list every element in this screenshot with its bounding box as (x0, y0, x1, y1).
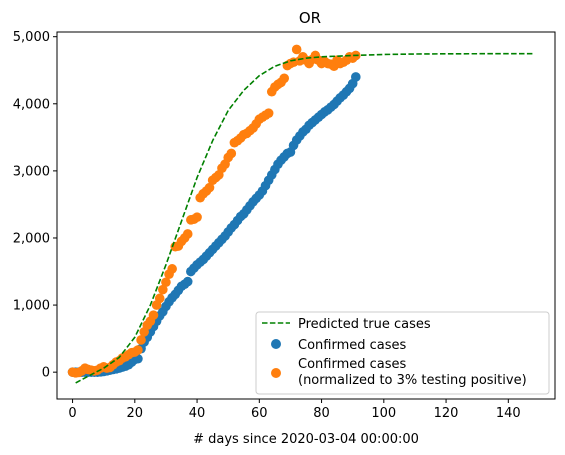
normalized-point (192, 212, 202, 222)
legend-predicted-label: Predicted true cases (298, 317, 431, 332)
normalized-point (204, 182, 215, 193)
legend: Predicted true cases Confirmed cases Con… (255, 311, 550, 395)
x-tick-label: 0 (68, 406, 76, 421)
y-tick-label: 2,000 (13, 231, 50, 246)
normalized-point (133, 345, 143, 355)
y-tick-label: 3,000 (13, 164, 50, 179)
y-axis: 0 1,000 2,000 3,000 4,000 5,000 (13, 30, 57, 381)
y-tick-label: 0 (42, 366, 50, 381)
x-tick-label: 140 (496, 406, 521, 421)
y-tick-label: 1,000 (13, 299, 50, 314)
normalized-point (263, 108, 274, 118)
x-tick-label: 120 (434, 406, 459, 421)
y-tick-label: 4,000 (13, 97, 50, 112)
normalized-point (279, 73, 290, 84)
predicted-line (75, 52, 534, 384)
normalized-point (226, 148, 237, 159)
normalized-point (154, 293, 165, 304)
x-tick-label: 100 (371, 406, 396, 421)
legend-frame (255, 311, 550, 395)
legend-normalized-marker (271, 368, 281, 378)
plot-frame (56, 31, 556, 400)
normalized-point (148, 310, 159, 320)
normalized-point (291, 44, 302, 55)
x-tick-label: 80 (313, 406, 330, 421)
legend-normalized-label: Confirmed cases (normalized to 3% testing… (298, 357, 527, 388)
x-axis-label: # days since 2020-03-04 00:00:00 (193, 432, 419, 447)
confirmed-point (351, 72, 361, 82)
normalized-point (182, 229, 193, 239)
normalized-point (167, 264, 177, 274)
legend-confirmed-label: Confirmed cases (298, 338, 407, 353)
normalized-point (158, 284, 168, 295)
normalized-point (161, 277, 171, 288)
x-tick-label: 20 (127, 406, 144, 421)
plot-area (67, 44, 534, 384)
legend-normalized-label-line: Confirmed cases (298, 357, 407, 372)
y-tick-label: 5,000 (13, 30, 50, 45)
x-tick-label: 60 (251, 406, 268, 421)
chart-title: OR (299, 9, 321, 27)
legend-confirmed-marker (271, 339, 281, 349)
x-axis: 0 20 40 60 80 100 120 140 (68, 399, 521, 421)
legend-normalized-label-line: (normalized to 3% testing positive) (298, 373, 527, 388)
normalized-point (136, 335, 146, 345)
confirmed-point (182, 276, 193, 287)
x-tick-label: 40 (189, 406, 206, 421)
